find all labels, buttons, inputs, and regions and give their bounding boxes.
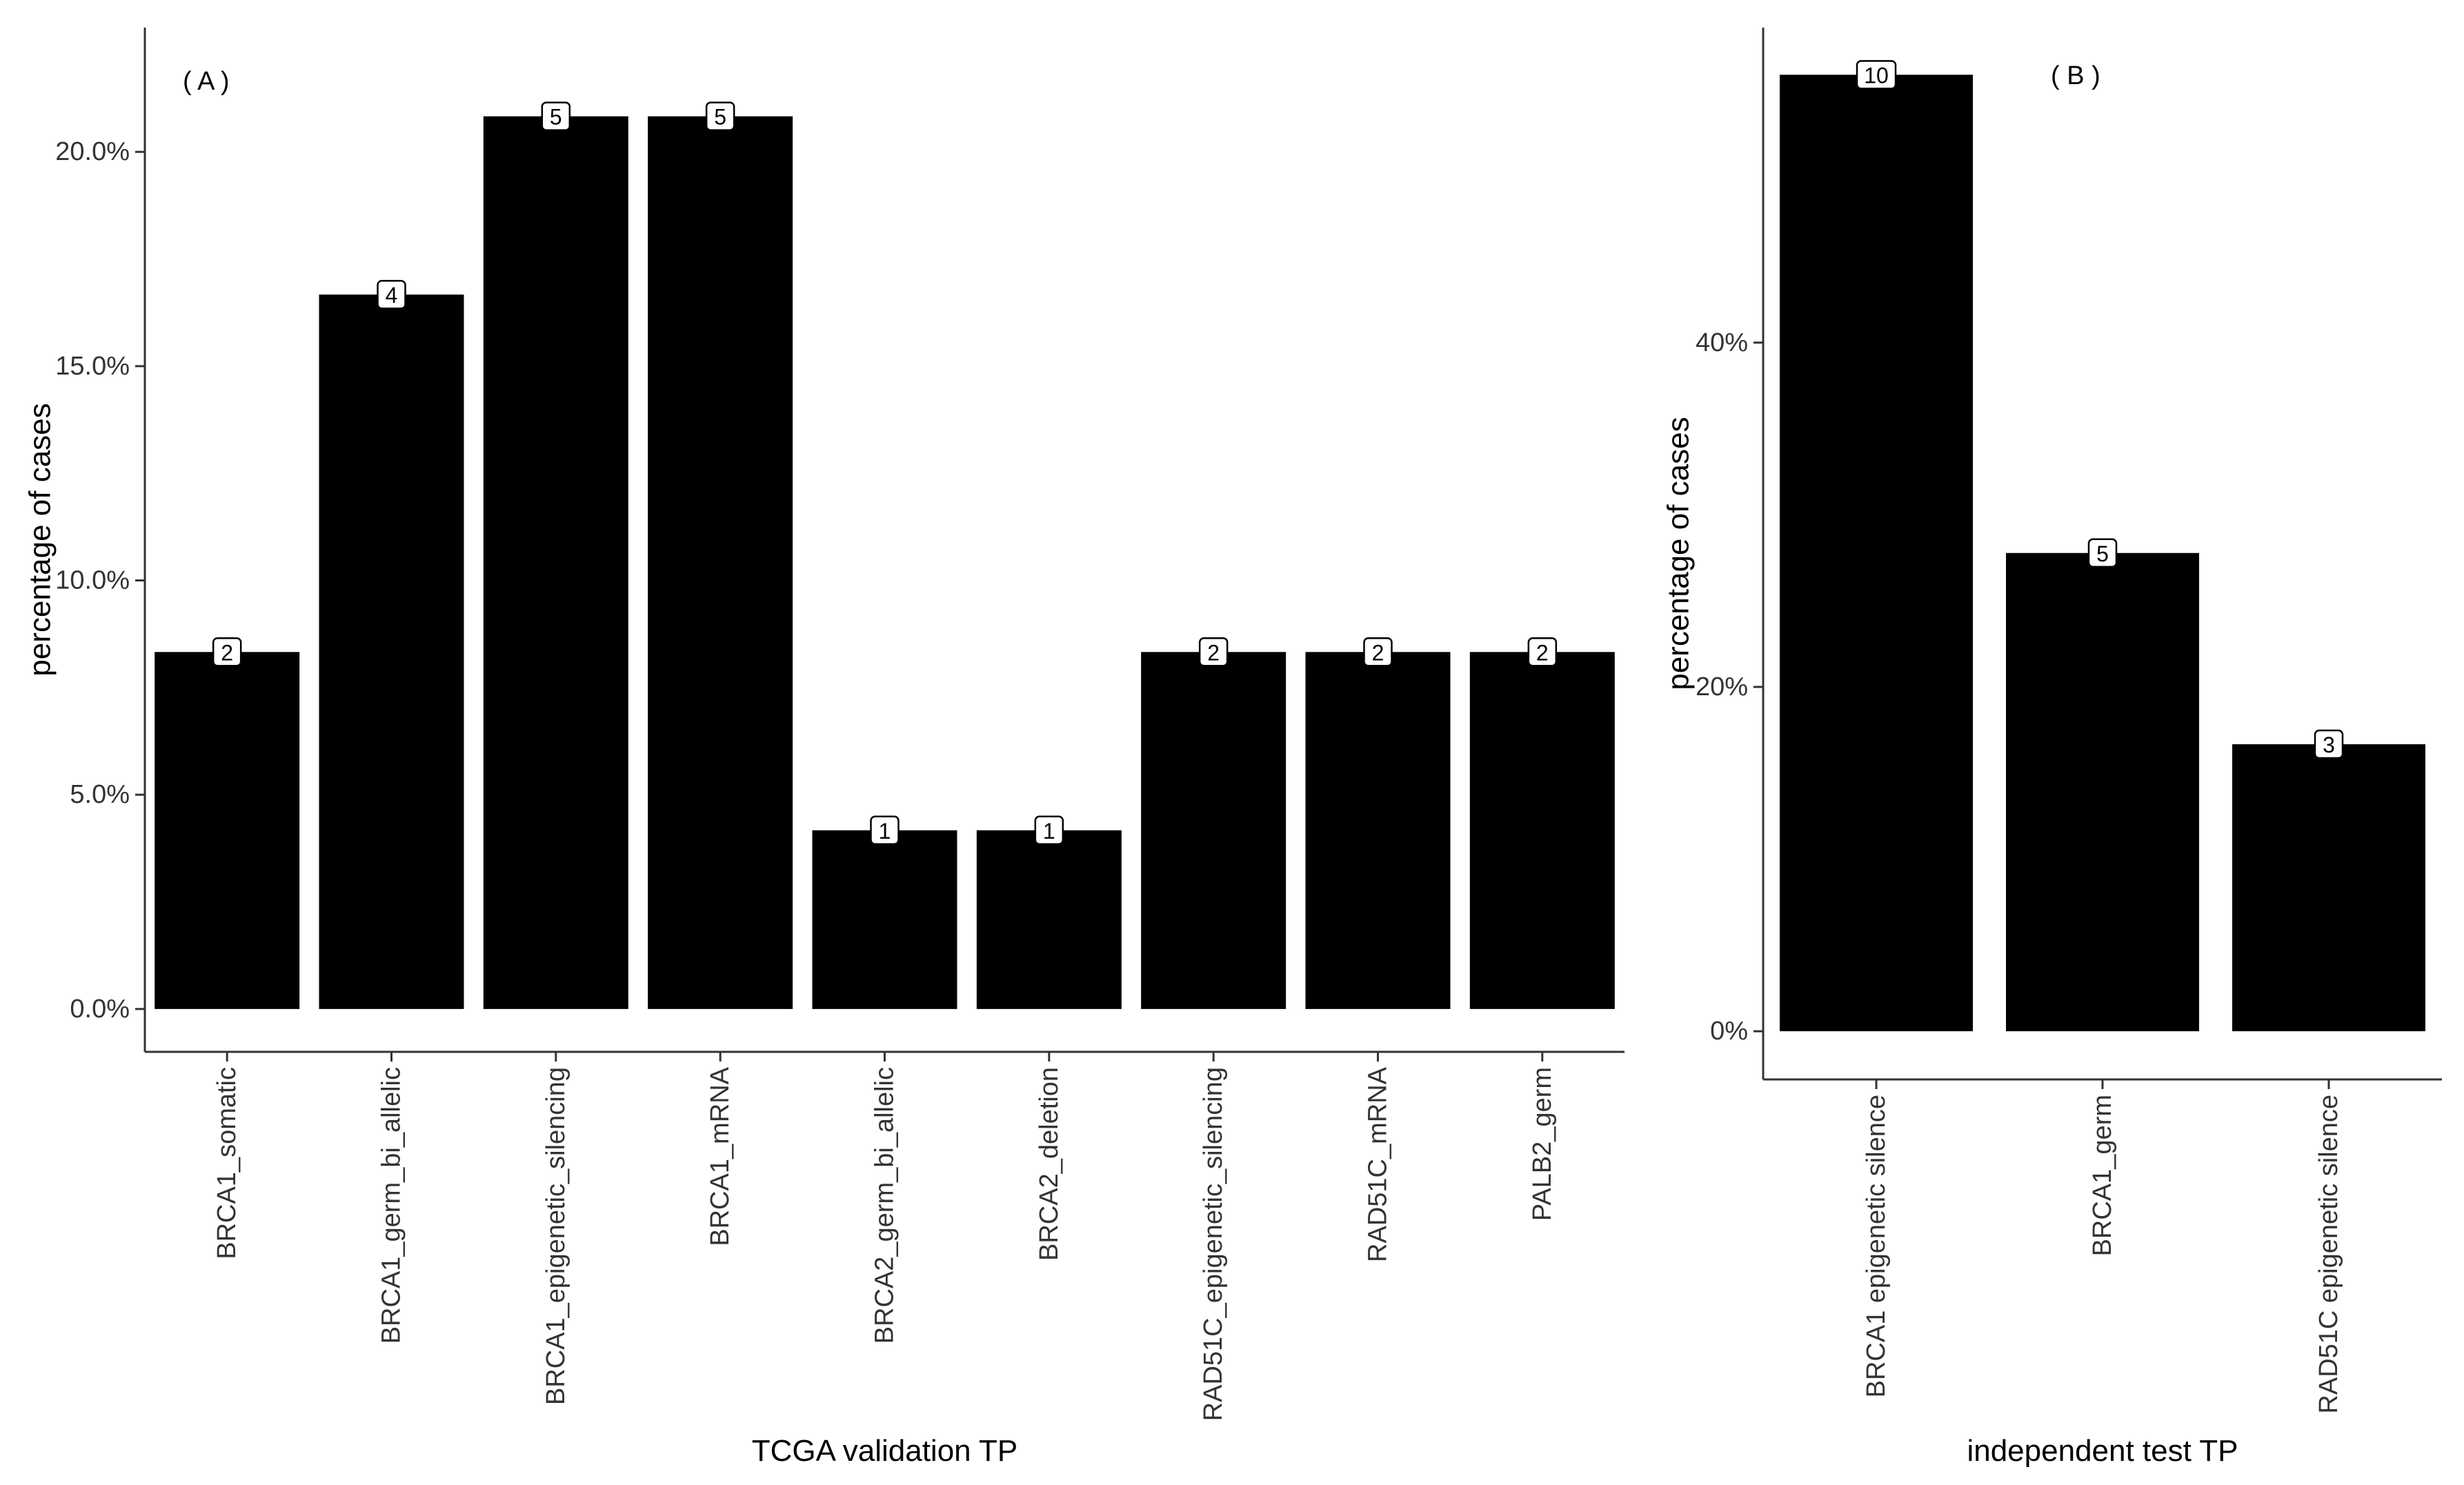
panel-a-bar [155,652,300,1009]
panel-a-count-label-box [377,279,406,310]
panel-a-count-label: 1 [1043,819,1055,844]
panel-a-count-label: 4 [386,283,398,308]
panel-a-bar [319,295,464,1009]
panel-a-bar [976,830,1122,1009]
panel-a-count-label: 2 [1372,640,1384,665]
panel-a-count-label-box [541,101,571,131]
panel-b-count-label: 3 [2323,732,2335,757]
panel-b-x-tick-label: BRCA1_germ [2088,1095,2117,1256]
panel-a-bar [483,116,628,1009]
panel-a-x-tick-label: BRCA1_germ_bi_allelic [377,1067,406,1344]
panel-a-count-label-box [1198,637,1229,667]
panel-a-x-tick-label: RAD51C_epigenetic_silencing [1199,1067,1228,1421]
panel-a-y-tick-label: 15.0% [55,352,130,381]
panel-b-x-axis-title: independent test TP [1967,1434,2238,1468]
panel-a-count-label: 2 [1207,640,1220,665]
panel-a-count-label: 5 [714,105,726,130]
panel-b-count-label-box [2314,729,2344,759]
panel-a-x-tick-label: BRCA1_mRNA [706,1066,735,1246]
panel-a-bar [1469,652,1615,1009]
panel-a-count-label: 2 [1536,640,1549,665]
panel-a-panel-label: ( A ) [183,67,230,96]
panel-a-count-label: 1 [879,819,891,844]
panel-a-count-label-box [1363,637,1393,667]
panel-a-x-tick-label: RAD51C_mRNA [1364,1066,1393,1262]
panel-b-bar [1780,74,1973,1032]
panel-a-count-label-box [1527,637,1558,667]
panel-a-count-label: 5 [550,105,562,130]
panel-a-count-label-box [705,101,735,131]
panel-a-count-label: 2 [221,640,233,665]
panel-b-y-tick-label: 40% [1696,328,1748,357]
panel-a-count-label-box [1034,815,1064,846]
panel-b-bar [2232,744,2425,1032]
panel-a-count-label-box [212,637,242,667]
panel-b-x-tick-label: RAD51C epigenetic silence [2314,1095,2343,1414]
panel-a-bar [812,830,957,1009]
panel-a-bar [1305,652,1451,1009]
panel-b-y-tick-label: 20% [1696,672,1748,701]
panel-b-count-label-box [2087,538,2118,568]
panel-a-y-tick-label: 0.0% [70,995,130,1024]
panel-a-x-tick-label: PALB2_germ [1528,1067,1557,1221]
panel-b-count-label: 10 [1864,63,1889,88]
panel-a-bar [648,116,793,1009]
panel-b-panel-label: ( B ) [2051,61,2100,90]
panel-a-y-tick-label: 10.0% [55,566,130,595]
panel-a-y-axis-title: percentage of cases [23,403,57,676]
panel-b-bar [2006,552,2199,1032]
panel-b-y-axis-title: percentage of cases [1662,417,1696,690]
panel-b-y-tick-label: 0% [1710,1017,1748,1046]
panel-a-x-tick-label: BRCA1_somatic [212,1067,241,1259]
panel-b-x-tick-label: BRCA1 epigenetic silence [1862,1095,1891,1397]
panel-a-y-tick-label: 5.0% [70,780,130,809]
panel-a-x-tick-label: BRCA1_epigenetic_silencing [542,1067,570,1405]
panel-a-x-axis-title: TCGA validation TP [752,1434,1018,1468]
panel-a-x-tick-label: BRCA2_germ_bi_allelic [871,1067,900,1344]
panel-a-y-tick-label: 20.0% [55,137,130,166]
panel-a-count-label-box [870,815,900,846]
panel-a-bar [1141,652,1286,1009]
panel-b-count-label-box [1856,60,1897,90]
panel-b-count-label: 5 [2096,541,2109,566]
panel-a-x-tick-label: BRCA2_deletion [1035,1067,1064,1261]
panel-b-chart: 0% 20% 40% 10 BRCA1 epigenetic silence 5 BRCA1… [1662,28,2442,1468]
panel-a-chart: 0.0% 5.0% 10.0% 15.0% 20.0% 2 BRCA1_somatic 4 BR… [23,28,1625,1468]
